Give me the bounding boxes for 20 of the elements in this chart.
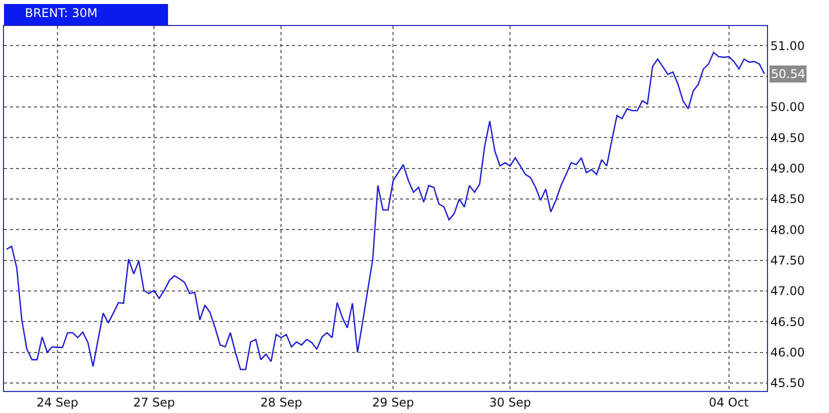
y-tick-label: 48.50: [770, 192, 805, 206]
chart-title: BRENT: 30M: [24, 6, 98, 20]
y-tick-label: 51.00: [770, 38, 805, 53]
x-tick-label: 04 Oct: [708, 395, 750, 410]
y-tick-label: 49.50: [770, 130, 805, 145]
x-tick-label: 27 Sep: [133, 395, 175, 410]
y-tick-label: 45.50: [770, 376, 805, 390]
y-tick-label: 47.50: [770, 254, 805, 268]
y-tick-label: 48.00: [770, 222, 805, 237]
y-tick-label: 50.00: [770, 100, 805, 114]
y-tick-label: 46.50: [770, 314, 805, 329]
x-tick-label: 28 Sep: [260, 395, 302, 410]
y-tick-label: 47.00: [770, 284, 805, 298]
annotation: 50.54: [771, 67, 806, 81]
y-tick-label: 46.00: [770, 346, 805, 360]
line-series: [6, 52, 766, 370]
x-tick-label: 30 Sep: [489, 395, 531, 410]
y-tick-label: 49.00: [770, 162, 805, 176]
x-tick-label: 24 Sep: [36, 395, 78, 410]
x-tick-label: 29 Sep: [372, 395, 414, 410]
